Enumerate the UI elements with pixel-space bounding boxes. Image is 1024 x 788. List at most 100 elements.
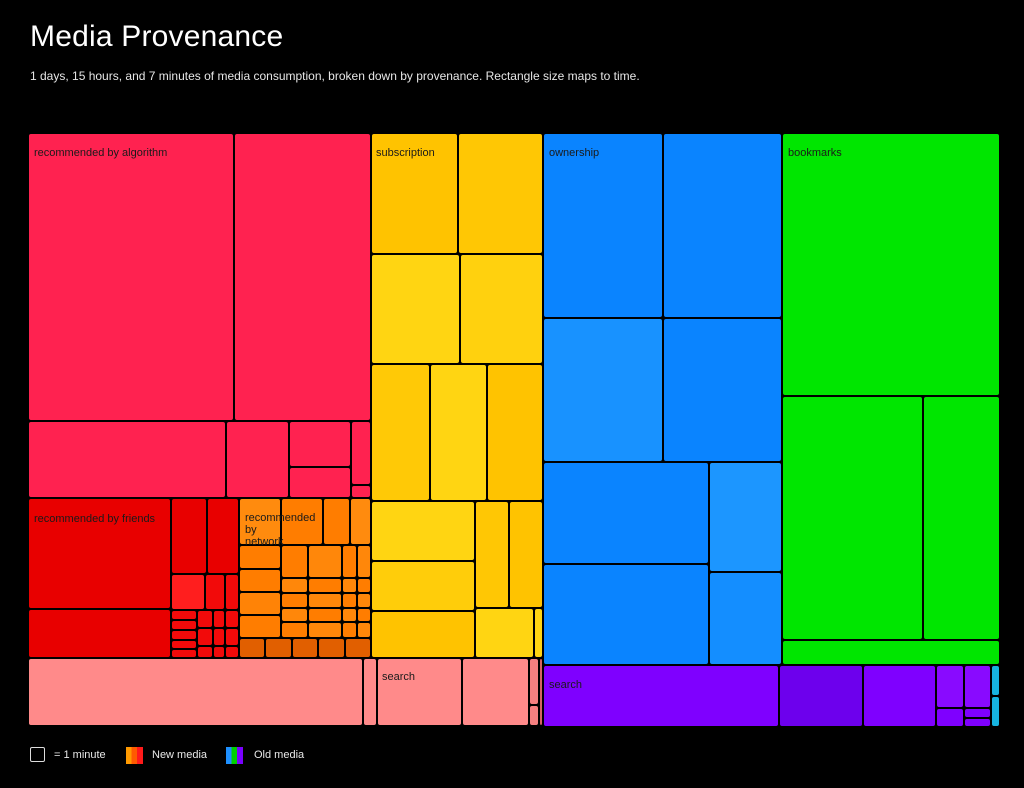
treemap-cell [308, 608, 342, 622]
treemap-cell [28, 133, 234, 421]
treemap-group-ownership-old: ownership [543, 133, 782, 665]
treemap-cell [171, 574, 205, 610]
legend-old-media-swatch [226, 747, 243, 764]
treemap-group-recommended-by-network-new: recommended by network [239, 498, 371, 658]
treemap-group-label: search [382, 671, 415, 683]
treemap-cell [225, 628, 239, 646]
treemap-cell [213, 646, 225, 658]
treemap-cell [28, 421, 226, 498]
treemap-cell [171, 649, 197, 658]
treemap-cell [281, 578, 308, 593]
treemap-cell [308, 578, 342, 593]
treemap-cell [308, 622, 342, 638]
treemap-cell [239, 545, 281, 569]
treemap-cell [323, 498, 350, 545]
treemap-chart: recommended by algorithm subscription owne… [28, 133, 1000, 727]
treemap-cell [371, 561, 475, 611]
treemap-cell [487, 364, 543, 501]
treemap-cell [239, 498, 281, 545]
treemap-cell [539, 658, 543, 726]
legend-new-media-label: New media [152, 749, 208, 761]
treemap-cell [281, 608, 308, 622]
treemap-cell [281, 593, 308, 608]
treemap-cell [509, 501, 543, 608]
treemap-cell [543, 564, 709, 665]
treemap-cell [357, 578, 371, 593]
treemap-cell [171, 610, 197, 620]
treemap-cell [239, 638, 265, 658]
legend-old-media-label: Old media [254, 749, 305, 761]
treemap-cell [308, 593, 342, 608]
treemap-cell [462, 658, 529, 726]
treemap-cell [663, 133, 782, 318]
treemap-cell [345, 638, 371, 658]
treemap-cell [543, 665, 779, 727]
treemap-group-recommended-by-algorithm-new: recommended by algorithm [28, 133, 371, 498]
treemap-cell [357, 622, 371, 638]
legend: = 1 minute New media Old media [30, 747, 350, 767]
treemap-cell [342, 622, 357, 638]
treemap-cell [265, 638, 292, 658]
treemap-cell [239, 615, 281, 638]
treemap-cell [225, 574, 239, 610]
treemap-cell [289, 421, 351, 467]
legend-unit-swatch [30, 747, 45, 762]
treemap-group-subscription-new: subscription [371, 133, 543, 658]
treemap-cell [281, 622, 308, 638]
treemap-cell [991, 665, 1000, 696]
treemap-cell [281, 545, 308, 578]
treemap-cell [991, 696, 1000, 727]
treemap-cell [292, 638, 318, 658]
treemap-cell [377, 658, 462, 726]
treemap-cell [460, 254, 543, 364]
treemap-cell [171, 630, 197, 640]
legend-new-media-swatch [126, 747, 143, 764]
treemap-cell [458, 133, 543, 254]
treemap-cell [197, 646, 213, 658]
treemap-cell [234, 133, 371, 421]
treemap-cell [923, 396, 1000, 640]
treemap-cell [363, 658, 377, 726]
treemap-cell [350, 498, 371, 545]
treemap-cell [205, 574, 225, 610]
treemap-cell [342, 545, 357, 578]
treemap-group-bookmarks-old: bookmarks [782, 133, 1000, 665]
treemap-group-label: recommended by network [245, 512, 315, 548]
treemap-cell [351, 485, 371, 498]
treemap-cell [663, 318, 782, 462]
treemap-group-label: bookmarks [788, 147, 842, 159]
treemap-cell [213, 628, 225, 646]
treemap-group-label: search [549, 679, 582, 691]
treemap-cell [430, 364, 487, 501]
treemap-cell [475, 608, 534, 658]
treemap-cell [529, 705, 539, 726]
treemap-group-recommended-by-friends-new: recommended by friends [28, 498, 239, 658]
treemap-cell [171, 498, 207, 574]
treemap-cell [225, 646, 239, 658]
treemap-cell [529, 658, 539, 705]
treemap-cell [239, 569, 281, 592]
treemap-cell [289, 467, 351, 498]
treemap-cell [936, 708, 964, 727]
treemap-cell [543, 462, 709, 564]
treemap-cell [225, 610, 239, 628]
treemap-cell [197, 610, 213, 628]
treemap-group-search-old: search [543, 665, 1000, 727]
treemap-cell [475, 501, 509, 608]
treemap-cell [543, 318, 663, 462]
treemap-cell [371, 133, 458, 254]
treemap-cell [709, 462, 782, 572]
treemap-group-label: ownership [549, 147, 599, 159]
treemap-cell [782, 396, 923, 640]
treemap-cell [342, 608, 357, 622]
treemap-cell [371, 254, 460, 364]
treemap-cell [28, 498, 171, 609]
treemap-cell [782, 133, 1000, 396]
page-title: Media Provenance [30, 20, 284, 53]
treemap-cell [964, 708, 991, 718]
treemap-cell [936, 665, 964, 708]
treemap-cell [171, 640, 197, 649]
treemap-cell [371, 611, 475, 658]
treemap-cell [863, 665, 936, 727]
page-subtitle: 1 days, 15 hours, and 7 minutes of media… [30, 69, 640, 83]
